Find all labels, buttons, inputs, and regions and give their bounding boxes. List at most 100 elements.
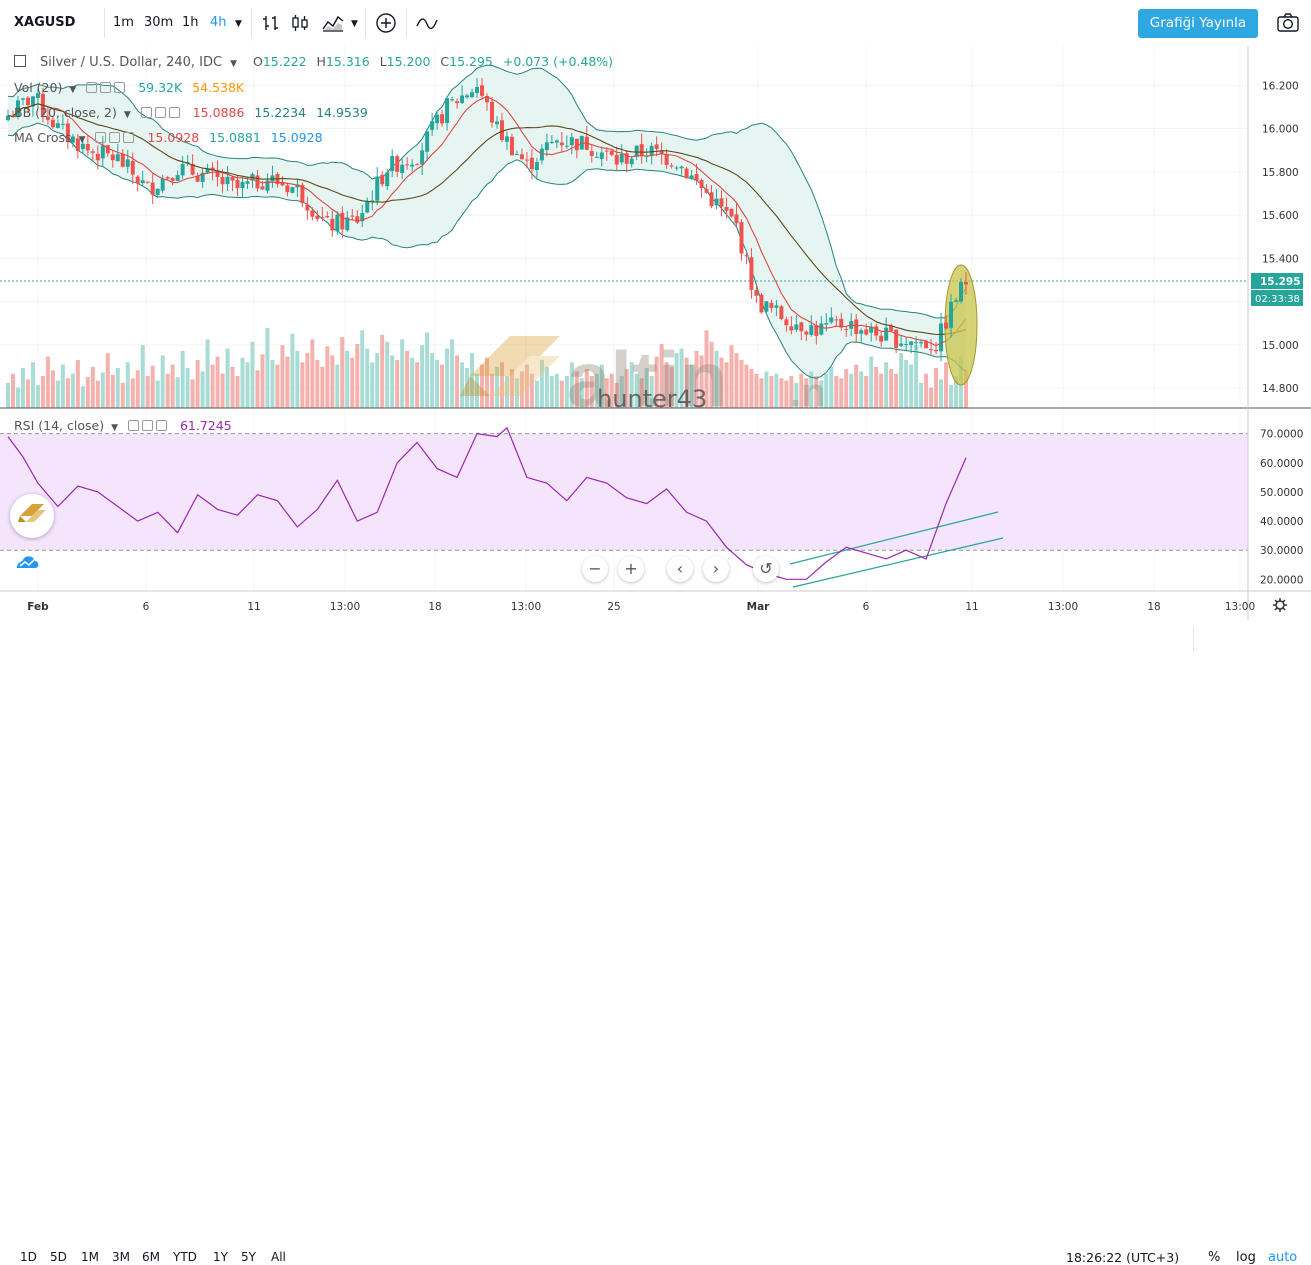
timeframe-1m[interactable]: 1m [113, 15, 134, 30]
volume-bar [659, 344, 664, 408]
volume-legend-label[interactable]: Vol (20) [14, 80, 63, 95]
bb-lower-line [7, 122, 967, 379]
trend-line-lower[interactable] [792, 537, 1004, 588]
indicators-dropdown-icon[interactable]: ▼ [351, 19, 358, 29]
highlighted-candles [944, 272, 968, 338]
candle [614, 154, 619, 165]
compare-add-icon[interactable] [375, 12, 397, 34]
clock-timezone[interactable]: 18:26:22 (UTC+3) [1066, 1250, 1180, 1265]
rsi-legend-label[interactable]: RSI (14, close) [14, 418, 105, 433]
candle [445, 98, 450, 123]
scroll-right-button[interactable]: › [703, 556, 729, 582]
volume-bar [270, 360, 275, 408]
range-1m[interactable]: 1M [81, 1250, 99, 1264]
auto-scale-toggle[interactable]: auto [1268, 1250, 1298, 1265]
volume-bar [45, 356, 50, 408]
candle [569, 137, 574, 146]
range-all[interactable]: All [271, 1250, 286, 1264]
volume-bar [619, 376, 624, 408]
broker-logo[interactable] [10, 494, 54, 538]
close-icon[interactable] [168, 107, 180, 118]
range-5y[interactable]: 5Y [241, 1250, 256, 1264]
camera-icon[interactable] [1276, 12, 1300, 34]
eye-icon[interactable] [95, 132, 107, 143]
close-icon[interactable] [123, 132, 135, 143]
range-1d[interactable]: 1D [20, 1250, 37, 1264]
volume-bar [230, 366, 235, 408]
volume-bar [524, 364, 529, 408]
candle [240, 181, 245, 189]
collapse-legend-icon[interactable] [14, 55, 26, 67]
symbol-search[interactable]: XAGUSD [14, 15, 76, 30]
bb-dropdown-icon[interactable]: ▼ [123, 110, 131, 120]
volume-bar [934, 368, 939, 408]
settings-gear-icon[interactable] [1273, 598, 1287, 612]
candle [165, 177, 170, 179]
candle [919, 341, 924, 344]
range-3m[interactable]: 3M [112, 1250, 130, 1264]
volume-bar [130, 378, 135, 408]
ma-legend-label[interactable]: MA Cross [14, 130, 72, 145]
timeframe-4h[interactable]: 4h [210, 15, 227, 30]
close-icon[interactable] [114, 82, 126, 93]
price-tick-label: 15.400 [1262, 253, 1299, 265]
legend-title[interactable]: Silver / U.S. Dollar, 240, IDC [39, 55, 223, 70]
settings-icon[interactable] [109, 132, 121, 143]
percent-toggle[interactable]: % [1208, 1250, 1221, 1265]
volume-bar [360, 330, 365, 408]
volume-bar [544, 366, 549, 408]
eye-icon[interactable] [140, 107, 152, 118]
timeframe-30m[interactable]: 30m [144, 15, 174, 30]
bb-legend-label[interactable]: BB (20, close, 2) [14, 105, 117, 120]
tv-logo[interactable] [14, 548, 42, 574]
log-toggle[interactable]: log [1236, 1250, 1256, 1265]
volume-bar [534, 380, 539, 408]
candle [654, 144, 659, 149]
divider [1193, 627, 1194, 651]
close-icon[interactable] [155, 420, 167, 431]
settings-icon[interactable] [154, 107, 166, 118]
zoom-out-button[interactable]: − [582, 556, 608, 582]
volume-dropdown-icon[interactable]: ▼ [69, 85, 77, 95]
volume-bar [320, 366, 325, 408]
trend-line-upper[interactable] [789, 511, 999, 565]
settings-icon[interactable] [100, 82, 112, 93]
volume-bar [694, 350, 699, 408]
volume-bar [55, 380, 60, 408]
scroll-left-button[interactable]: ‹ [667, 556, 693, 582]
high-value: 15.316 [325, 54, 370, 69]
volume-bar [924, 373, 929, 408]
candle [884, 327, 889, 341]
candle [669, 165, 674, 167]
eye-icon[interactable] [86, 82, 98, 93]
settings-icon[interactable] [141, 420, 153, 431]
reset-chart-button[interactable]: ↺ [753, 556, 779, 582]
indicators-icon[interactable] [322, 13, 344, 33]
volume-bar [250, 341, 255, 408]
range-ytd[interactable]: YTD [173, 1250, 197, 1264]
volume-bar [415, 362, 420, 408]
volume-bar [140, 345, 145, 408]
candle [949, 301, 954, 328]
rsi-line [7, 426, 967, 580]
range-5d[interactable]: 5D [50, 1250, 67, 1264]
candles-icon[interactable] [291, 14, 309, 32]
candle [35, 93, 40, 99]
timeframe-1h[interactable]: 1h [182, 15, 199, 30]
zoom-in-button[interactable]: + [618, 556, 644, 582]
timeframe-dropdown-icon[interactable]: ▼ [235, 19, 242, 29]
time-tick-label: 25 [607, 601, 620, 613]
chart-type-line-icon[interactable] [416, 16, 438, 30]
range-1y[interactable]: 1Y [213, 1250, 228, 1264]
chart-canvas[interactable]: altin .n 16.20016.00015.80015.60015.4001… [0, 46, 1311, 621]
publish-idea-button[interactable]: Grafiği Yayınla [1138, 9, 1258, 38]
bar-style-icon[interactable] [262, 14, 280, 32]
legend-dropdown-icon[interactable]: ▼ [230, 59, 237, 69]
range-6m[interactable]: 6M [142, 1250, 160, 1264]
ma-dropdown-icon[interactable]: ▼ [78, 135, 86, 145]
eye-icon[interactable] [127, 420, 139, 431]
volume-bar [869, 356, 874, 408]
candle [180, 163, 185, 176]
price-tick-label: 15.800 [1262, 167, 1299, 179]
rsi-dropdown-icon[interactable]: ▼ [111, 423, 118, 433]
